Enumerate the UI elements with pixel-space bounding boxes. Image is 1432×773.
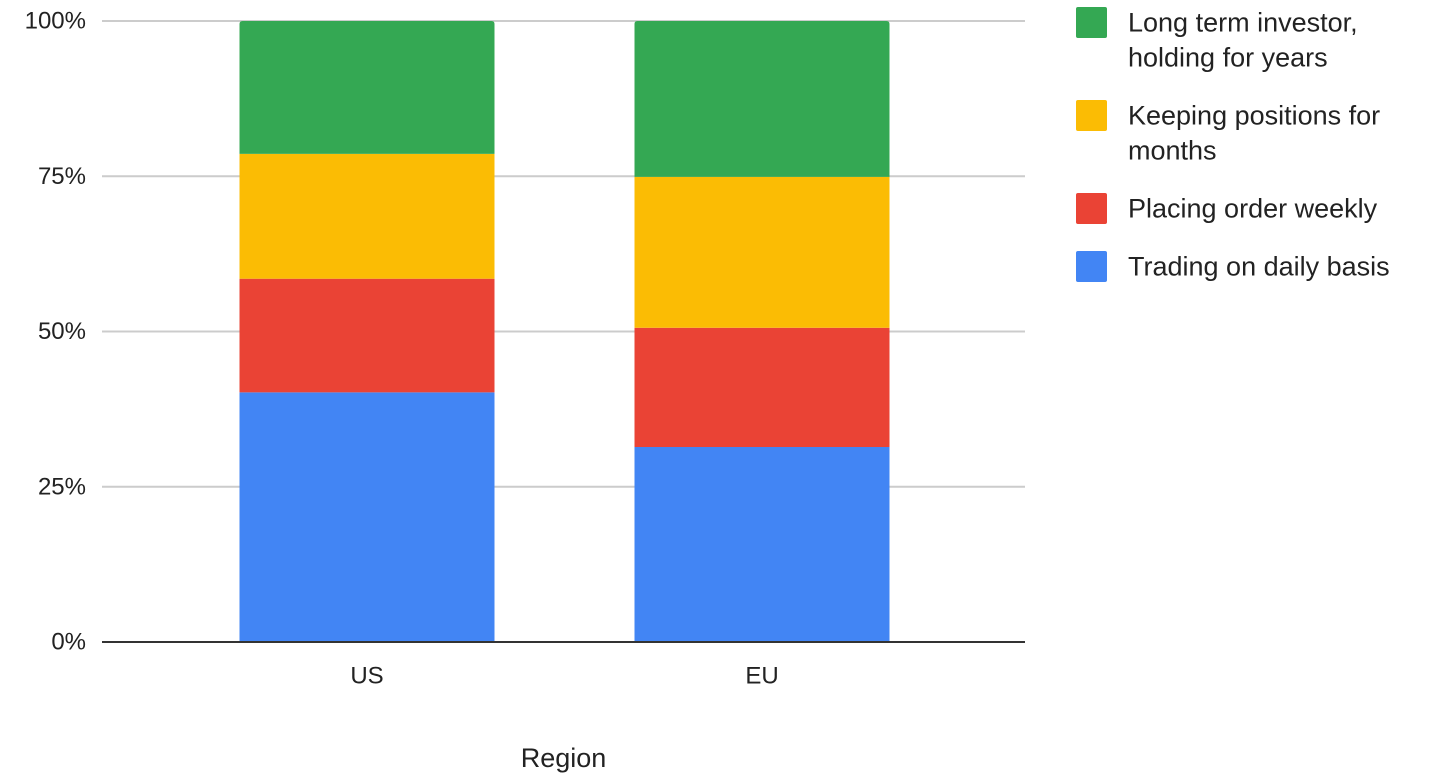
y-tick-label: 25% [38,473,86,500]
bar-segment-us [239,392,495,642]
bars [239,21,890,642]
y-tick-label: 50% [38,318,86,345]
y-tick-label: 75% [38,163,86,190]
legend-item: Trading on daily basis [1076,251,1390,282]
y-tick-label: 100% [25,8,86,35]
x-axis-tick-labels: US EU [350,663,778,690]
bar-segment-us [239,21,495,154]
bar-segment-us [239,278,495,393]
x-axis-title: Region [521,743,607,773]
legend-item: Long term investor, holding for years [1076,7,1358,73]
bar-segment-eu [634,447,890,642]
legend-label: Long term investor, [1128,8,1358,38]
legend: Long term investor, holding for years Keep… [1076,7,1390,282]
legend-label: Keeping positions for [1128,101,1380,131]
y-tick-label: 0% [51,629,86,656]
x-tick-label: EU [745,663,778,690]
legend-swatch [1076,100,1107,131]
legend-swatch [1076,7,1107,38]
y-axis-tick-labels: 0% 25% 50% 75% 100% [25,8,86,656]
legend-swatch [1076,193,1107,224]
bar-segment-eu [634,21,890,177]
legend-swatch [1076,251,1107,282]
bar-segment-us [239,153,495,279]
legend-label: Trading on daily basis [1128,252,1390,282]
legend-label: holding for years [1128,43,1328,73]
legend-label: Placing order weekly [1128,194,1378,224]
x-tick-label: US [350,663,383,690]
legend-item: Placing order weekly [1076,193,1378,224]
legend-label: months [1128,136,1217,166]
bar-segment-eu [634,176,890,328]
bar-segment-eu [634,327,890,448]
legend-item: Keeping positions for months [1076,100,1380,166]
